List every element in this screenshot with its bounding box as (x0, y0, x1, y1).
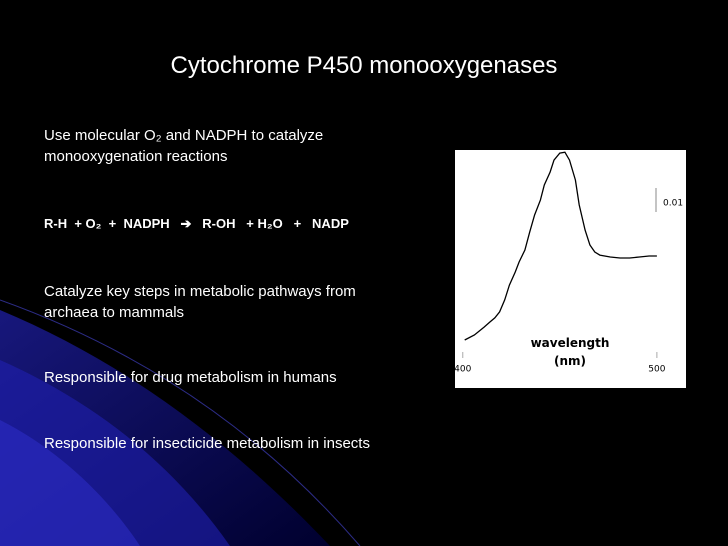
scale-bar-label: 0.01 (663, 199, 683, 209)
bullet-text: R-H + O₂ + NADPH ➔ R-OH + H₂O + NADP (44, 216, 349, 231)
spectrum-line (464, 151, 657, 341)
bullet-text: Responsible for drug metabolism in human… (44, 369, 337, 386)
x-axis-label: wavelength (nm) (530, 336, 610, 368)
bullet-text: Responsible for insecticide metabolism i… (44, 435, 370, 452)
bullet-text: Use molecular O₂ and NADPH to catalyze (44, 127, 324, 144)
bullet-text: Catalyze key steps in metabolic pathways… (44, 283, 356, 300)
plot-area (455, 150, 686, 388)
x-tick-label: 500 (648, 365, 665, 375)
bullet-text: monooxygenation reactions (44, 148, 228, 165)
slide-title: Cytochrome P450 monooxygenases (170, 52, 558, 79)
x-tick-label: 400 (454, 365, 471, 375)
bullet-text: archaea to mammals (44, 304, 185, 321)
